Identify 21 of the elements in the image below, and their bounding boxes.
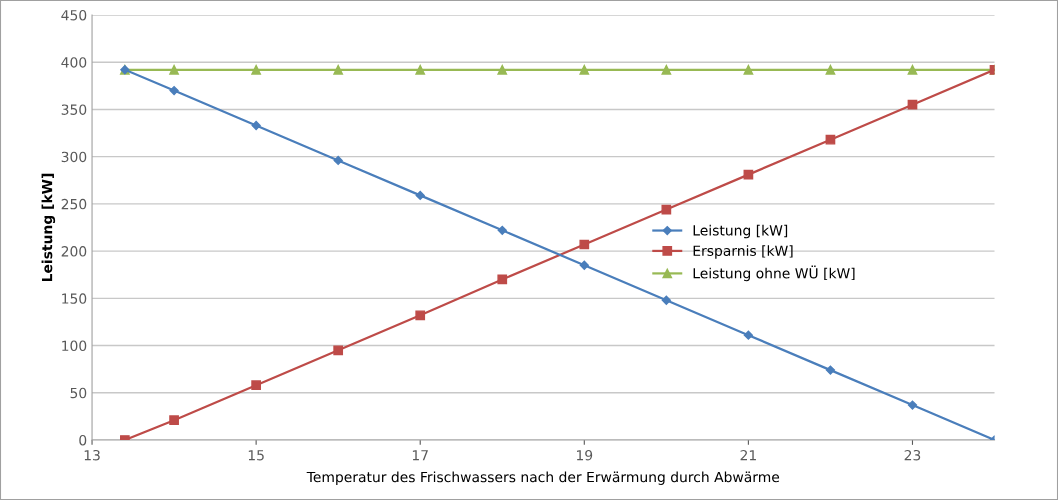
x-tick-label: 17 (412, 450, 428, 461)
y-tick-label: 150 (62, 293, 87, 304)
legend-label: Leistung [kW] (693, 224, 788, 239)
y-tick-label: 250 (61, 198, 87, 210)
y-tick-label: 50 (70, 387, 87, 399)
y-tick-label: 0 (79, 434, 87, 446)
x-tick-label: 23 (904, 449, 921, 461)
y-tick-label: 400 (61, 57, 87, 68)
y-tick-label: 100 (62, 340, 87, 352)
x-axis-title: Temperatur des Frischwassers nach der Erwärmung durch Abwärme (306, 471, 780, 485)
legend-label: Ersparnis [kW] (693, 245, 793, 259)
x-tick-label: 15 (248, 450, 264, 461)
x-tick-label: 13 (84, 449, 100, 461)
x-tick-label: 19 (576, 449, 593, 461)
x-tick-label: 21 (740, 449, 756, 461)
y-axis-title: Leistung [kW] (41, 173, 56, 282)
legend-label: Leistung ohne WÜ [kW] (693, 265, 855, 282)
y-tick-label: 300 (61, 151, 87, 163)
y-tick-label: 350 (61, 104, 87, 115)
y-tick-label: 200 (61, 246, 87, 257)
y-tick-label: 450 (61, 9, 87, 21)
